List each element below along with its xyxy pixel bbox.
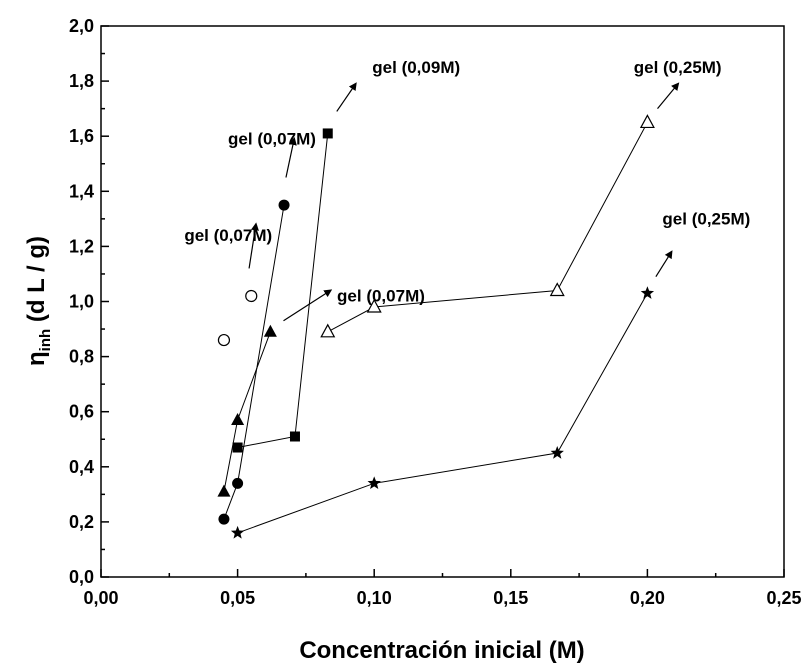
data-point-star-filled [230, 525, 245, 539]
data-point-triangle-open [320, 323, 336, 338]
data-point-star-filled [550, 446, 564, 459]
x-tick-label: 0,00 [83, 588, 118, 608]
data-point-triangle-open [549, 282, 565, 297]
data-point-triangle-filled [263, 324, 277, 337]
y-tick-label: 0,0 [69, 567, 94, 587]
annotation-arrow [283, 289, 333, 322]
annotation-arrow [285, 136, 297, 178]
data-point-star-filled [367, 476, 381, 489]
data-point-triangle-open [639, 114, 655, 129]
y-axis-subscript: inh [37, 329, 54, 352]
series-line [237, 292, 648, 534]
y-tick-label: 1,0 [69, 292, 94, 312]
annotations: gel (0,07M) gel (0,07M) gel (0,09M) gel (0,… [184, 58, 750, 322]
annotation-arrow [336, 82, 357, 112]
annotation-label: gel (0,25M) [662, 209, 750, 228]
data-point-square-filled [289, 431, 300, 442]
annotation-label: gel (0,07M) [337, 287, 425, 306]
x-tick-label: 0,05 [220, 588, 255, 608]
series-line [223, 331, 271, 492]
data-point-circle-open [217, 333, 231, 347]
y-tick-label: 1,6 [69, 126, 94, 146]
x-axis: 0,00 0,05 0,10 0,15 0,20 0,25 [83, 569, 802, 608]
y-axis-symbol: η [23, 351, 50, 366]
data-point-square-filled [322, 128, 333, 139]
y-axis: 0,0 0,2 0,4 0,6 0,8 1,0 1,2 1,4 1,6 1,8 2,0 [69, 16, 109, 587]
annotation-label: gel (0,25M) [634, 58, 722, 77]
annotation-arrow [248, 222, 259, 269]
series-line [327, 122, 648, 333]
y-tick-label: 0,6 [69, 402, 94, 422]
plot-frame [100, 25, 785, 578]
data-point-triangle-open [366, 298, 382, 313]
y-tick-label: 1,4 [69, 181, 94, 201]
annotation-arrow [657, 82, 680, 110]
data-point-triangle-filled [231, 412, 245, 425]
data-point-star-filled [640, 286, 655, 299]
data-points [217, 114, 655, 539]
data-point-circle-filled [278, 199, 290, 211]
x-tick-label: 0,25 [766, 588, 801, 608]
y-tick-label: 1,8 [69, 71, 94, 91]
series-line [223, 204, 285, 520]
y-tick-label: 2,0 [69, 16, 94, 36]
x-tick-label: 0,20 [630, 588, 665, 608]
annotation-arrow [655, 250, 673, 278]
y-tick-label: 0,2 [69, 512, 94, 532]
x-tick-label: 0,15 [493, 588, 528, 608]
y-axis-label: ηinh (d L / g) [23, 236, 54, 366]
annotation-label: gel (0,07M) [184, 226, 272, 245]
y-tick-label: 1,2 [69, 236, 94, 256]
data-point-circle-filled [218, 513, 230, 525]
y-axis-unit: (d L / g) [23, 236, 50, 329]
y-tick-label: 0,8 [69, 347, 94, 367]
series-lines [223, 122, 648, 534]
annotation-label: gel (0,09M) [372, 58, 460, 77]
y-tick-label: 0,4 [69, 457, 94, 477]
data-point-square-filled [232, 442, 243, 453]
data-point-triangle-filled [217, 484, 231, 497]
data-point-circle-filled [232, 477, 244, 489]
x-axis-label: Concentración inicial (M) [299, 637, 584, 664]
data-point-circle-open [245, 289, 258, 303]
annotation-label: gel (0,07M) [228, 129, 316, 148]
x-tick-label: 0,10 [357, 588, 392, 608]
